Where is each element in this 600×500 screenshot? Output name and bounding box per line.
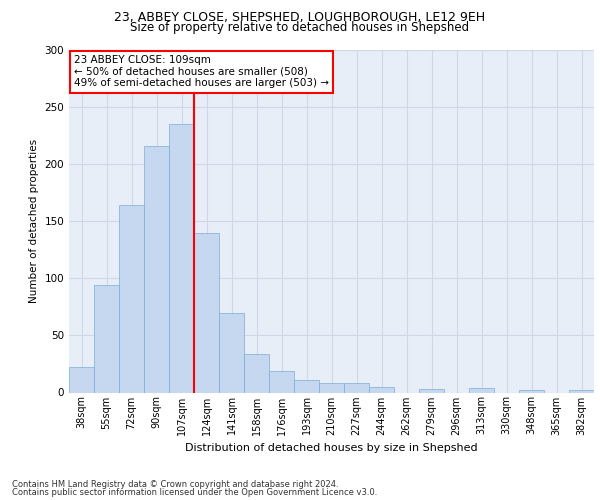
Bar: [344, 384, 369, 392]
Text: 23 ABBEY CLOSE: 109sqm
← 50% of detached houses are smaller (508)
49% of semi-de: 23 ABBEY CLOSE: 109sqm ← 50% of detached…: [74, 55, 329, 88]
Bar: [244, 354, 269, 393]
Bar: [569, 390, 594, 392]
Bar: [269, 371, 294, 392]
Bar: [519, 390, 544, 392]
Text: Size of property relative to detached houses in Shepshed: Size of property relative to detached ho…: [130, 21, 470, 34]
Bar: [194, 232, 219, 392]
Text: Contains public sector information licensed under the Open Government Licence v3: Contains public sector information licen…: [12, 488, 377, 497]
Bar: [219, 312, 244, 392]
Bar: [144, 146, 169, 392]
Y-axis label: Number of detached properties: Number of detached properties: [29, 139, 39, 304]
Bar: [169, 124, 194, 392]
Bar: [119, 206, 144, 392]
Text: 23, ABBEY CLOSE, SHEPSHED, LOUGHBOROUGH, LE12 9EH: 23, ABBEY CLOSE, SHEPSHED, LOUGHBOROUGH,…: [115, 11, 485, 24]
Bar: [94, 285, 119, 393]
Bar: [294, 380, 319, 392]
Bar: [69, 368, 94, 392]
Bar: [369, 387, 394, 392]
Bar: [419, 389, 444, 392]
Text: Contains HM Land Registry data © Crown copyright and database right 2024.: Contains HM Land Registry data © Crown c…: [12, 480, 338, 489]
Bar: [319, 384, 344, 392]
Bar: [469, 388, 494, 392]
X-axis label: Distribution of detached houses by size in Shepshed: Distribution of detached houses by size …: [185, 443, 478, 453]
